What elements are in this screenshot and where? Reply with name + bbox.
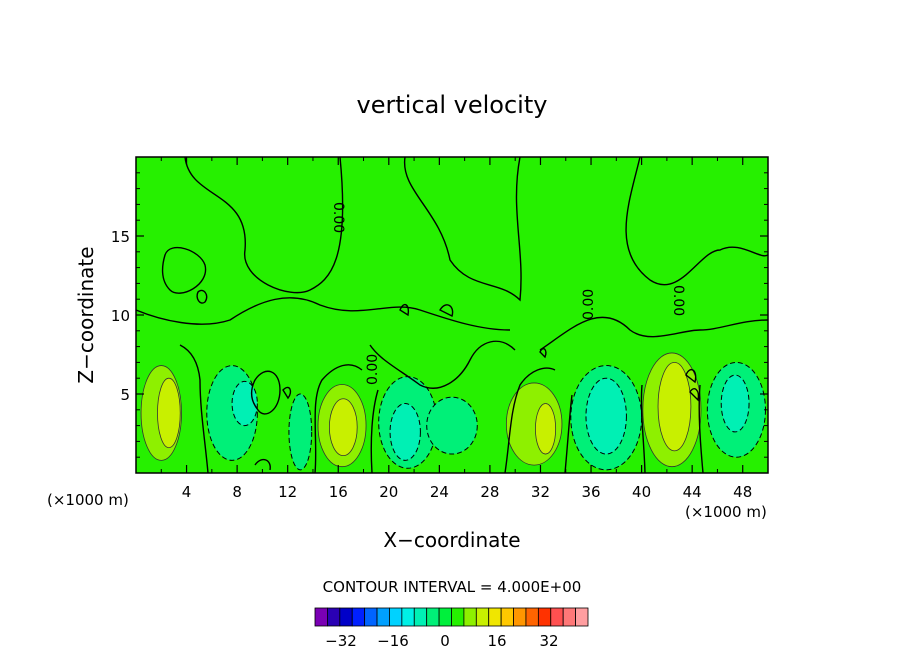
contour-cell <box>328 398 358 457</box>
x-tick-label: 40 <box>632 483 651 501</box>
contour-cell <box>657 362 692 452</box>
colorbar-swatch <box>314 607 328 627</box>
x-tick-label: 12 <box>278 483 297 501</box>
contour-line <box>698 384 704 473</box>
contour-label: 0.00 <box>670 285 686 316</box>
contour-cell <box>157 377 181 449</box>
contour-cell <box>389 402 421 461</box>
x-tick-label: 44 <box>683 483 702 501</box>
x-tick-label: 36 <box>581 483 600 501</box>
colorbar-swatch <box>513 607 527 627</box>
contour-line <box>564 394 573 473</box>
contour-line <box>399 303 410 317</box>
contour-line <box>640 384 646 473</box>
contour-line <box>282 386 292 400</box>
contour-line <box>250 370 281 415</box>
contour-line <box>504 367 556 473</box>
colorbar-tick-label: −32 <box>325 632 357 650</box>
x-units-left: (×1000 m) <box>47 491 129 509</box>
contour-line <box>685 368 697 384</box>
colorbar-swatch <box>451 607 465 627</box>
y-axis-ticks: 5 10 15 <box>111 172 768 458</box>
contour-line <box>370 389 379 473</box>
colorbar-swatch <box>426 607 440 627</box>
colorbar-tick-label: 32 <box>539 632 558 650</box>
contour-line <box>314 364 363 473</box>
contour-interval-text: CONTOUR INTERVAL = 4.000E+00 <box>323 578 582 596</box>
colorbar-swatch <box>500 607 514 627</box>
contour-cell <box>720 374 750 433</box>
colorbar-tick-labels: −32 −16 0 16 32 <box>325 632 558 650</box>
y-tick-label: 5 <box>120 386 130 404</box>
x-units-right: (×1000 m) <box>685 503 767 521</box>
contour-cell <box>288 393 313 471</box>
colorbar-swatch <box>562 607 576 627</box>
contour-cell <box>426 396 478 455</box>
y-tick-label: 15 <box>111 228 130 246</box>
x-tick-label: 16 <box>329 483 348 501</box>
colorbar-swatch <box>376 607 390 627</box>
contour-line <box>179 344 209 473</box>
colorbar-tick-label: 16 <box>487 632 506 650</box>
colorbar-swatch <box>438 607 452 627</box>
colorbar-swatch <box>488 607 502 627</box>
contour-line <box>196 289 208 304</box>
contour-line <box>369 340 516 389</box>
contour-line <box>136 297 511 331</box>
contour-lines <box>136 157 768 473</box>
contour-line <box>161 246 207 294</box>
contour-line <box>439 304 454 317</box>
x-tick-label: 4 <box>182 483 192 501</box>
colorbar-swatch <box>575 607 589 627</box>
colorbar-swatch <box>401 607 415 627</box>
x-axis-ticks: 4 8 12 16 20 24 28 32 36 40 44 48 <box>160 157 752 501</box>
colorbar-swatch <box>537 607 552 627</box>
contour-cell <box>535 403 557 455</box>
colorbar-swatch <box>389 607 403 627</box>
contour-line <box>689 388 700 402</box>
x-axis-label: X−coordinate <box>383 528 520 552</box>
colorbar-swatch <box>525 607 539 627</box>
contour-label: 0.00 <box>581 289 597 320</box>
colorbar-swatch <box>364 607 378 627</box>
colorbar-tick-label: −16 <box>377 632 409 650</box>
x-tick-label: 28 <box>480 483 499 501</box>
y-tick-label: 10 <box>111 307 130 325</box>
x-tick-label: 8 <box>232 483 242 501</box>
colorbar-swatch <box>475 607 490 627</box>
y-axis-label: Z−coordinate <box>74 246 98 383</box>
colorbar-swatch <box>413 607 428 627</box>
x-tick-label: 20 <box>379 483 398 501</box>
contour-line <box>539 316 768 351</box>
x-tick-label: 48 <box>733 483 752 501</box>
colorbar-swatch <box>339 607 353 627</box>
contour-line <box>625 157 768 286</box>
colorbar-swatch <box>327 607 341 627</box>
x-tick-label: 32 <box>531 483 550 501</box>
x-tick-label: 24 <box>430 483 449 501</box>
colorbar-swatch <box>463 607 477 627</box>
contour-line <box>184 157 344 294</box>
contour-line <box>254 458 271 471</box>
contour-line <box>403 157 522 302</box>
contour-line <box>539 347 547 359</box>
colorbar-swatch <box>550 607 564 627</box>
colorbar <box>314 607 589 627</box>
colorbar-tick-label: 0 <box>440 632 450 650</box>
contour-label: 0.00 <box>330 202 346 233</box>
chart-title: vertical velocity <box>357 91 548 119</box>
colorbar-swatch <box>351 607 366 627</box>
contour-cell <box>585 377 627 455</box>
contour-label: 0.00 <box>365 354 381 385</box>
